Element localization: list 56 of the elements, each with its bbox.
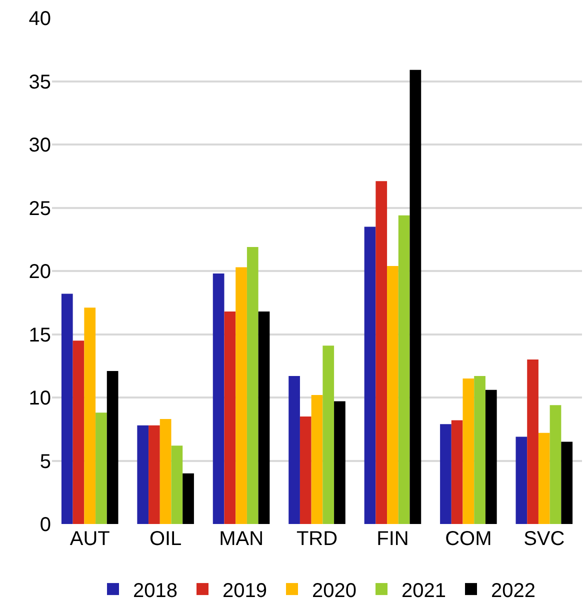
bar bbox=[258, 311, 270, 524]
x-tick-label: COM bbox=[445, 528, 492, 550]
y-tick-label: 20 bbox=[28, 261, 51, 283]
x-tick-label: OIL bbox=[149, 528, 182, 550]
bar bbox=[398, 215, 410, 524]
bar bbox=[550, 405, 562, 524]
bar bbox=[561, 442, 573, 524]
bar bbox=[246, 246, 258, 524]
bar bbox=[364, 226, 376, 524]
bar bbox=[527, 360, 538, 524]
bar bbox=[300, 416, 312, 524]
y-tick-label: 30 bbox=[28, 134, 51, 156]
x-tick-label: AUT bbox=[70, 528, 110, 550]
bar bbox=[61, 294, 73, 524]
bar bbox=[224, 311, 236, 524]
x-tick-label: MAN bbox=[219, 528, 264, 550]
bar bbox=[84, 308, 96, 524]
bar bbox=[148, 425, 160, 524]
bar bbox=[212, 274, 224, 524]
x-tick-label: SVC bbox=[524, 528, 565, 550]
bar bbox=[410, 70, 422, 524]
y-tick-label: 25 bbox=[28, 198, 51, 220]
x-tick-label: TRD bbox=[296, 528, 338, 550]
bar bbox=[538, 432, 550, 524]
bar bbox=[334, 401, 346, 524]
y-tick-label: 15 bbox=[28, 324, 51, 346]
bar bbox=[72, 340, 84, 524]
legend-label: 2021 bbox=[402, 580, 446, 602]
legend-label: 2022 bbox=[491, 580, 536, 602]
legend-label: 2018 bbox=[133, 580, 178, 602]
bar bbox=[440, 424, 452, 524]
legend-label: 2019 bbox=[222, 580, 267, 602]
bar bbox=[137, 425, 149, 524]
legend-label: 2020 bbox=[312, 580, 356, 602]
bar bbox=[236, 267, 247, 524]
bar bbox=[462, 378, 474, 524]
bar bbox=[387, 266, 398, 524]
bar bbox=[485, 390, 497, 524]
bar bbox=[376, 181, 388, 524]
bar bbox=[160, 419, 172, 524]
y-tick-label: 0 bbox=[40, 514, 51, 536]
bar bbox=[106, 370, 118, 524]
bar bbox=[311, 394, 323, 524]
y-tick-label: 40 bbox=[28, 8, 51, 30]
x-tick-label: FIN bbox=[376, 528, 409, 550]
bar bbox=[451, 420, 463, 524]
bar bbox=[288, 376, 300, 524]
bar bbox=[171, 446, 183, 524]
y-tick-label: 10 bbox=[28, 388, 51, 410]
bar bbox=[322, 346, 334, 524]
y-tick-label: 5 bbox=[40, 450, 51, 473]
bar bbox=[516, 436, 528, 524]
bar bbox=[474, 376, 486, 524]
y-tick-label: 35 bbox=[28, 71, 51, 94]
bar bbox=[96, 412, 107, 524]
bar bbox=[182, 473, 194, 524]
